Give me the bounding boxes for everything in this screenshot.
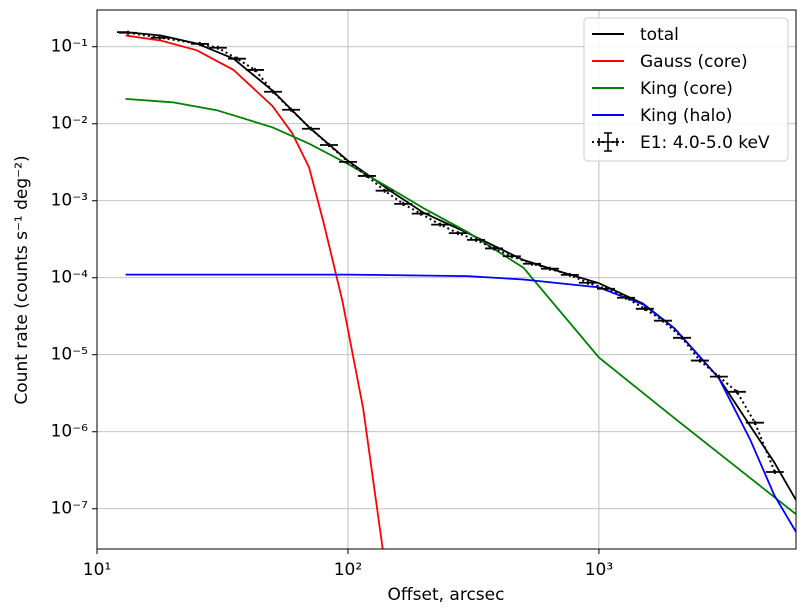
error-bar [672, 335, 691, 340]
plot-area [116, 30, 796, 549]
legend-label: Gauss (core) [640, 52, 748, 72]
error-bar [190, 41, 209, 46]
error-bar [264, 89, 283, 94]
error-bar [394, 201, 413, 206]
series-line [125, 98, 796, 515]
series-line [125, 273, 796, 533]
error-bar [596, 286, 615, 291]
error-bar [578, 280, 597, 285]
error-bar [745, 420, 764, 425]
y-tick-label: 10⁻⁶ [51, 422, 89, 442]
error-bar [431, 222, 450, 227]
error-bar [467, 237, 486, 242]
error-bar [282, 107, 301, 112]
y-tick-label: 10⁻² [51, 114, 88, 134]
error-bar [227, 56, 246, 61]
error-bar [560, 272, 579, 277]
y-tick-label: 10⁻¹ [51, 37, 88, 57]
error-bar [522, 261, 541, 266]
y-tick-label: 10⁻⁴ [51, 268, 89, 288]
y-axis-label: Count rate (counts s⁻¹ deg⁻²) [12, 155, 32, 404]
error-bar [653, 318, 672, 323]
error-bar [357, 173, 376, 178]
x-tick-label: 10³ [585, 560, 613, 580]
error-bar [301, 126, 320, 131]
error-bar [338, 159, 357, 164]
legend-label: total [640, 25, 679, 45]
error-bar [727, 389, 746, 394]
error-bar [375, 188, 394, 193]
error-bar [448, 231, 467, 236]
series-line [127, 31, 776, 473]
error-bar [119, 30, 138, 35]
error-bar [150, 35, 169, 40]
error-bar [411, 211, 430, 216]
error-bar [245, 67, 264, 72]
legend-label: King (halo) [640, 106, 732, 126]
y-tick-label: 10⁻³ [51, 191, 88, 211]
x-tick-label: 10¹ [83, 560, 111, 580]
error-bar [540, 266, 559, 271]
legend-label: E1: 4.0-5.0 keV [640, 133, 770, 153]
y-tick-label: 10⁻⁵ [51, 345, 88, 365]
series-line [125, 34, 384, 549]
error-bar [765, 470, 784, 474]
x-tick-label: 10² [334, 560, 362, 580]
legend-marker [598, 132, 618, 152]
x-axis-label: Offset, arcsec [388, 585, 505, 605]
error-bar [616, 295, 635, 300]
y-tick-label: 10⁻⁷ [51, 499, 89, 519]
error-bar [635, 306, 654, 311]
error-bar [485, 246, 504, 251]
error-bar [690, 358, 709, 363]
error-bar [319, 142, 338, 147]
error-bar [502, 254, 521, 259]
legend: total Gauss (core) King (core) King (halo) E… [583, 17, 789, 162]
legend-label: King (core) [640, 79, 733, 99]
error-bar [208, 45, 227, 50]
legend-box [583, 17, 789, 162]
axes-frame [96, 9, 797, 550]
error-bar [709, 374, 728, 379]
ticks: 10¹ 10² 10³ 10⁻⁷ 10⁻⁶ 10⁻⁵ 10⁻⁴ 10⁻³ 10⁻² 10⁻¹ [51, 37, 614, 580]
